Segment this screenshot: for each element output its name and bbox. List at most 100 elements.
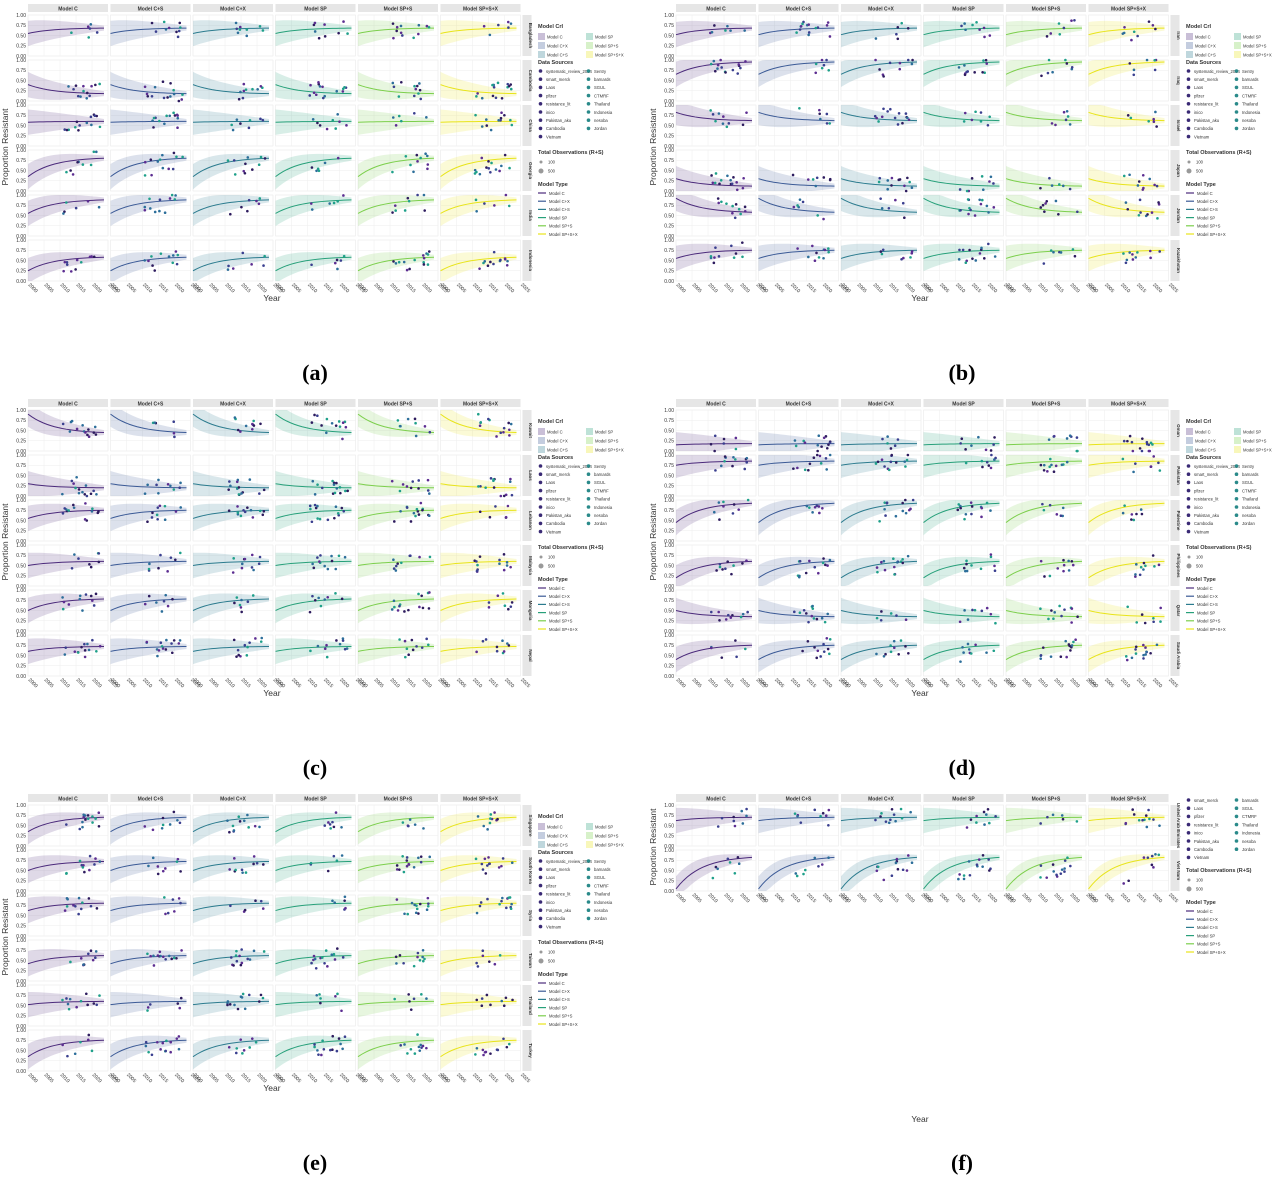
- legend-label: Model SP: [595, 430, 613, 435]
- legend-symbol: [586, 118, 591, 122]
- legend-label: Model SP: [1243, 35, 1261, 40]
- data-point: [405, 864, 409, 868]
- data-point: [1047, 617, 1050, 621]
- data-point: [151, 264, 154, 267]
- data-point: [480, 1004, 484, 1007]
- data-point: [722, 437, 726, 441]
- data-point: [1073, 254, 1077, 258]
- credible-interval-band: [110, 991, 187, 1018]
- data-point: [957, 258, 961, 261]
- data-point: [164, 648, 168, 651]
- data-point: [1136, 251, 1139, 254]
- data-point: [242, 82, 246, 86]
- data-point: [398, 489, 402, 493]
- model-fit-line: [675, 61, 753, 75]
- model-fit-line: [110, 955, 187, 965]
- data-point: [172, 92, 176, 96]
- data-point: [1044, 202, 1047, 205]
- credible-interval-band: [358, 470, 434, 496]
- data-point: [61, 1043, 64, 1047]
- data-point: [333, 901, 336, 905]
- facet-strip-col: [275, 399, 356, 407]
- legend-title: Model Type: [1186, 577, 1216, 583]
- facet-strip-col: [758, 4, 839, 12]
- data-point: [1130, 518, 1133, 521]
- credible-interval-band: [275, 252, 352, 281]
- data-point: [828, 637, 832, 641]
- data-point: [744, 60, 747, 63]
- facet-strip-row: [1170, 60, 1180, 101]
- data-point: [341, 437, 344, 441]
- y-tick-label: 0.00: [664, 99, 674, 105]
- data-point: [883, 501, 887, 504]
- data-point: [487, 606, 491, 609]
- legend-label: Pakistan_aku: [546, 118, 572, 123]
- data-point: [317, 169, 321, 173]
- x-tick-label: 2020: [739, 677, 751, 689]
- data-point: [808, 506, 811, 510]
- credible-interval-band: [193, 20, 269, 47]
- credible-interval-band: [275, 552, 352, 579]
- data-point: [1070, 19, 1073, 22]
- data-point: [153, 210, 157, 214]
- facet-strip-row: [1170, 240, 1180, 281]
- legend-label: Cambodia: [546, 126, 566, 131]
- data-point: [1122, 174, 1126, 178]
- legend-label: Sentry: [594, 464, 607, 469]
- facet-strip-row: [522, 895, 532, 936]
- data-point: [77, 128, 80, 132]
- facet-strip-label: Model C+X: [220, 402, 246, 408]
- model-fit-line: [275, 256, 352, 272]
- legend-label: Model SP+S: [595, 44, 619, 49]
- y-tick-label: 0.00: [16, 1069, 26, 1075]
- data-point: [734, 252, 738, 255]
- facet-strip-row: [522, 410, 532, 451]
- legend-label: Model C: [1195, 430, 1211, 435]
- data-point: [475, 569, 479, 573]
- data-point: [396, 562, 399, 565]
- data-point: [497, 119, 500, 122]
- data-point: [399, 31, 403, 35]
- legend-label: pfizer: [546, 93, 557, 98]
- legend-label: Jordan: [1242, 521, 1255, 526]
- data-point: [143, 259, 147, 262]
- data-point: [815, 504, 819, 508]
- data-point: [478, 172, 482, 176]
- data-point: [876, 460, 880, 464]
- y-tick-label: 0.00: [16, 539, 26, 545]
- data-point: [336, 156, 340, 160]
- x-tick-label: 2015: [723, 677, 735, 689]
- data-point: [311, 594, 314, 598]
- data-point: [236, 1007, 240, 1011]
- legend-label: nesoba: [594, 513, 608, 518]
- data-point: [1158, 469, 1162, 472]
- facet-strip-label: Model SP: [952, 402, 975, 408]
- legend-label: pfizer: [1194, 488, 1205, 493]
- legend-label: Cambodia: [546, 521, 566, 526]
- y-tick-label: 0.00: [16, 674, 26, 680]
- data-point: [259, 640, 263, 643]
- y-tick-label: 0.25: [16, 834, 26, 840]
- data-point: [1124, 201, 1128, 204]
- data-point: [336, 511, 340, 515]
- y-tick-label: 0.75: [16, 993, 26, 999]
- data-point: [796, 466, 799, 470]
- data-point: [167, 167, 170, 171]
- data-point: [390, 479, 394, 483]
- data-point: [338, 642, 342, 646]
- data-point: [987, 211, 990, 214]
- data-point: [92, 489, 95, 493]
- data-point: [406, 417, 410, 421]
- legend-label: nesoba: [594, 118, 608, 123]
- credible-interval-band: [28, 252, 104, 281]
- data-point: [409, 486, 413, 490]
- data-point: [262, 264, 265, 267]
- data-point: [505, 263, 509, 267]
- model-fit-line: [27, 84, 105, 95]
- data-point: [726, 560, 729, 563]
- data-point: [904, 511, 908, 515]
- data-point: [313, 598, 317, 602]
- data-point: [734, 203, 738, 206]
- legend-symbol: [1234, 102, 1239, 106]
- data-point: [70, 419, 74, 423]
